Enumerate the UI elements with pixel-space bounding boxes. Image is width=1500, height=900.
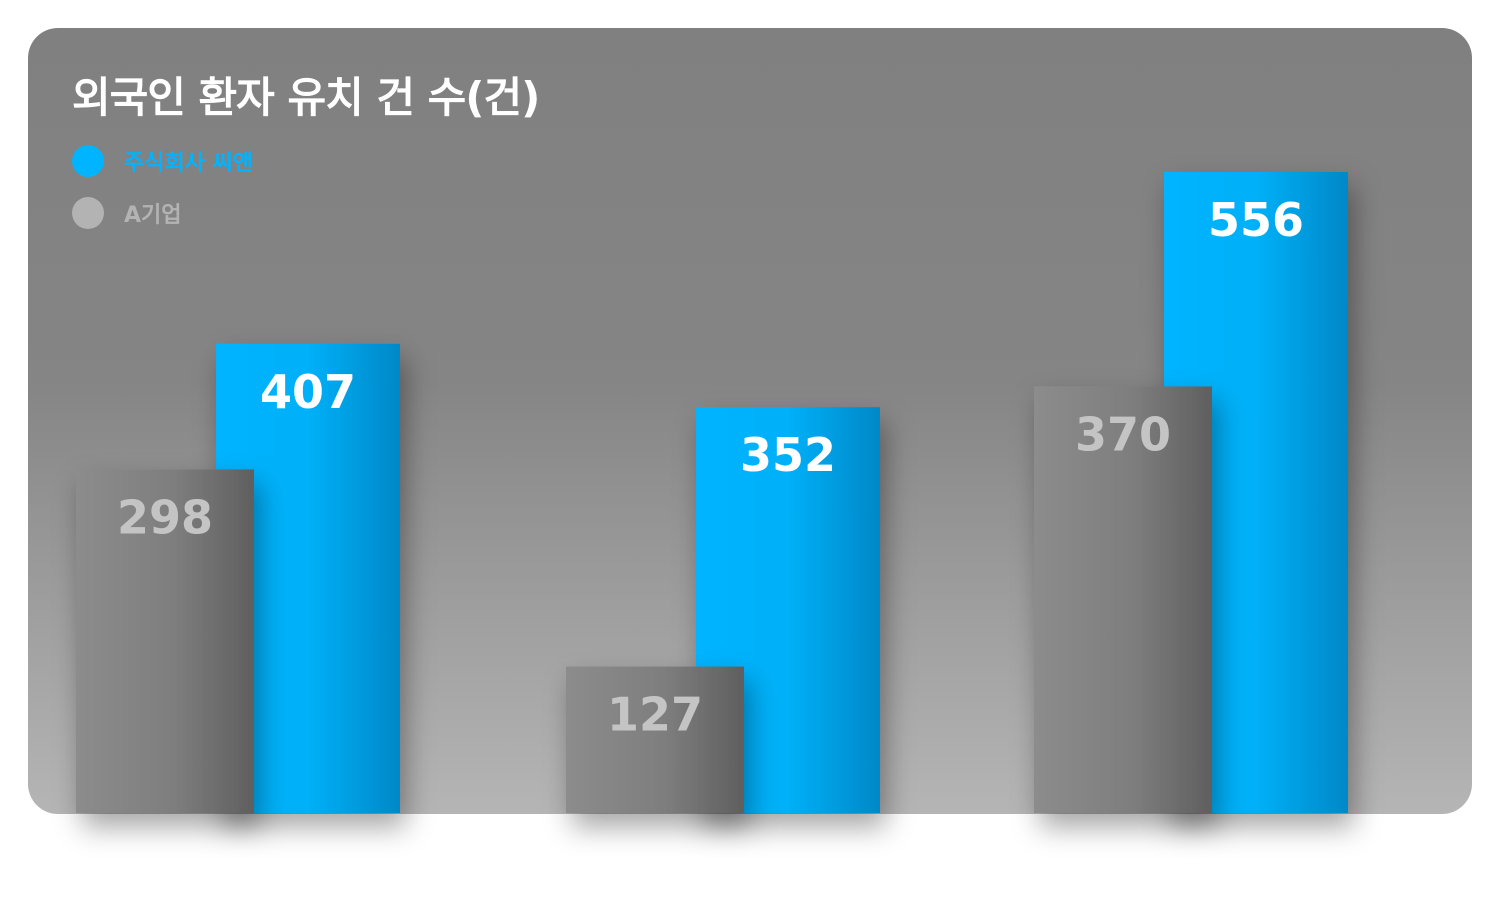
legend-item-a-company: A기업 bbox=[72, 197, 182, 229]
bar-value-label: 298 bbox=[117, 490, 213, 544]
legend-label: A기업 bbox=[124, 203, 182, 228]
legend-dot-icon bbox=[72, 145, 104, 177]
bar-value-label: 352 bbox=[740, 428, 836, 482]
chart-title: 외국인 환자 유치 건 수(건) bbox=[72, 73, 540, 122]
bar-value-label: 370 bbox=[1075, 407, 1171, 461]
bar-value-label: 556 bbox=[1208, 193, 1304, 247]
legend-item-cnn: 주식회사 씨앤 bbox=[72, 145, 253, 177]
legend-label: 주식회사 씨앤 bbox=[124, 151, 254, 176]
bar-a-company-2 bbox=[566, 666, 744, 813]
legend-dot-icon bbox=[72, 197, 104, 229]
bar-a-company-3 bbox=[1034, 386, 1212, 813]
bar-a-company-1 bbox=[76, 469, 254, 813]
bar-value-label: 127 bbox=[607, 688, 703, 742]
bar-value-label: 407 bbox=[260, 365, 356, 419]
